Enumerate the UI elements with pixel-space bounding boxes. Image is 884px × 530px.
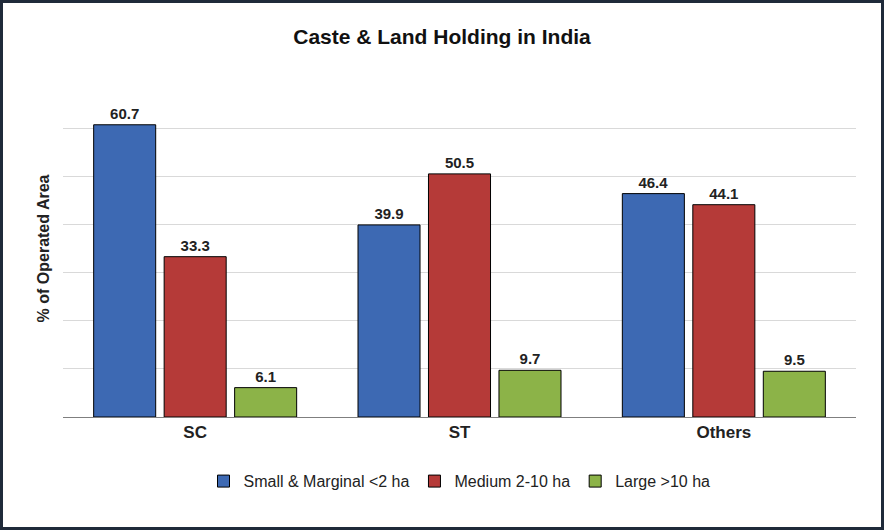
svg-text:Others: Others	[696, 423, 751, 442]
svg-text:SC: SC	[183, 423, 207, 442]
svg-text:50.5: 50.5	[445, 154, 474, 171]
svg-text:44.1: 44.1	[709, 185, 738, 202]
svg-text:9.5: 9.5	[784, 351, 805, 368]
svg-text:% of Operated Area: % of Operated Area	[35, 174, 52, 322]
svg-text:6.1: 6.1	[255, 368, 276, 385]
svg-text:Medium 2-10 ha: Medium 2-10 ha	[454, 473, 570, 490]
svg-text:Small & Marginal <2 ha: Small & Marginal <2 ha	[244, 473, 410, 490]
svg-text:60.7: 60.7	[110, 105, 139, 122]
svg-text:9.7: 9.7	[520, 350, 541, 367]
svg-text:46.4: 46.4	[638, 174, 668, 191]
svg-text:Caste & Land Holding in India: Caste & Land Holding in India	[293, 25, 591, 48]
svg-text:39.9: 39.9	[374, 205, 403, 222]
svg-text:33.3: 33.3	[181, 237, 210, 254]
svg-text:ST: ST	[449, 423, 471, 442]
svg-text:Large >10 ha: Large >10 ha	[615, 473, 710, 490]
